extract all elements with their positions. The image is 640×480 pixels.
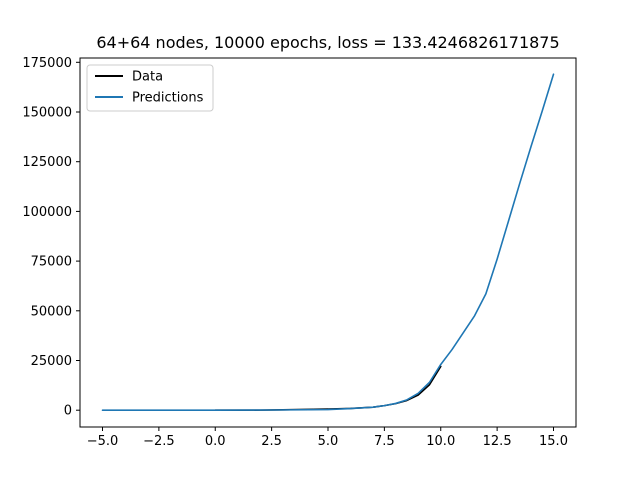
y-tick-label: 100000 <box>22 205 72 220</box>
x-tick-label: 7.5 <box>374 434 395 449</box>
x-tick-label: 0.0 <box>205 434 226 449</box>
y-tick-label: 125000 <box>22 155 72 170</box>
legend: Data Predictions <box>86 64 214 112</box>
y-tick-label: 0 <box>64 404 72 419</box>
x-tick-label: −2.5 <box>143 434 175 449</box>
y-axis: 0 25000 50000 75000 100000 125000 150000 175000 <box>22 56 80 419</box>
x-tick-label: 15.0 <box>539 434 568 449</box>
legend-label-data: Data <box>132 70 163 85</box>
plot-area <box>79 57 577 428</box>
y-tick-label: 175000 <box>22 56 72 71</box>
x-tick-label: 5.0 <box>318 434 339 449</box>
y-tick-label: 50000 <box>31 304 72 319</box>
axes-background <box>80 58 576 427</box>
y-tick-label: 150000 <box>22 106 72 121</box>
legend-label-predictions: Predictions <box>132 91 204 106</box>
x-axis: −5.0 −2.5 0.0 2.5 5.0 7.5 10.0 12.5 15.0 <box>87 427 568 449</box>
chart-title: 64+64 nodes, 10000 epochs, loss = 133.42… <box>96 33 559 52</box>
series-layer <box>101 73 555 411</box>
x-tick-label: −5.0 <box>87 434 119 449</box>
y-tick-label: 75000 <box>31 255 72 270</box>
y-tick-label: 25000 <box>31 354 72 369</box>
x-tick-label: 2.5 <box>261 434 282 449</box>
x-tick-label: 10.0 <box>426 434 455 449</box>
series-line-predictions <box>101 73 555 411</box>
x-tick-label: 12.5 <box>483 434 512 449</box>
